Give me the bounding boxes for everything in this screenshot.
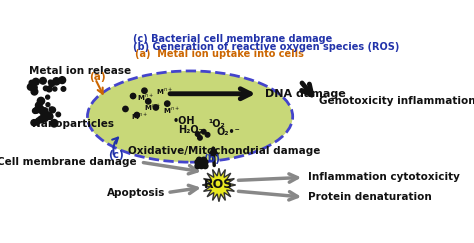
Circle shape [61,87,66,91]
Circle shape [32,78,39,85]
Circle shape [46,103,50,107]
Text: Apoptosis: Apoptosis [108,188,166,198]
Circle shape [202,163,208,169]
Circle shape [195,132,200,136]
Text: Oxidative/Mitochondrial damage: Oxidative/Mitochondrial damage [128,146,320,156]
Text: ¹O₂: ¹O₂ [208,119,225,129]
Circle shape [59,77,65,84]
Circle shape [27,84,34,90]
Circle shape [39,108,46,114]
Circle shape [31,88,38,95]
Circle shape [50,107,55,113]
Circle shape [49,107,53,111]
Text: (a)  Metal ion uptake into cells: (a) Metal ion uptake into cells [136,49,304,59]
Circle shape [29,80,34,85]
Text: Inflammation cytotoxicity: Inflammation cytotoxicity [308,172,460,182]
Circle shape [195,163,201,169]
Text: (a): (a) [89,72,106,82]
Circle shape [46,86,52,92]
Circle shape [49,81,55,87]
Circle shape [205,132,210,137]
Circle shape [50,120,58,127]
Circle shape [37,97,45,104]
Polygon shape [202,168,236,202]
Ellipse shape [87,71,292,162]
Circle shape [164,101,170,106]
Circle shape [36,102,42,109]
Circle shape [48,115,53,119]
Circle shape [46,95,50,99]
Text: M$^{n+}$: M$^{n+}$ [156,87,173,97]
Text: Metal ion release: Metal ion release [29,66,131,76]
Circle shape [199,163,204,169]
Text: Protein denaturation: Protein denaturation [308,192,432,202]
Circle shape [33,108,38,113]
Circle shape [198,136,202,140]
Circle shape [35,120,39,125]
Circle shape [201,157,206,163]
Text: (c): (c) [108,149,123,160]
Circle shape [197,157,202,163]
Text: (b): (b) [203,154,220,164]
Circle shape [153,105,158,110]
Text: ROS: ROS [204,178,234,191]
Circle shape [53,87,57,91]
Circle shape [40,78,46,84]
Circle shape [39,115,46,122]
Circle shape [34,107,39,113]
Circle shape [134,112,139,118]
Circle shape [48,80,53,84]
Text: M$^{n+}$: M$^{n+}$ [145,102,161,113]
Circle shape [36,118,41,123]
Circle shape [37,106,44,113]
Text: (c) Bacterial cell membrane damage: (c) Bacterial cell membrane damage [133,34,332,44]
Text: Cell membrane damage: Cell membrane damage [0,157,137,167]
Circle shape [33,86,37,90]
Circle shape [195,159,201,165]
Circle shape [45,112,53,120]
Circle shape [146,99,151,104]
Circle shape [42,108,48,114]
Circle shape [56,112,61,117]
Text: M$^{n+}$: M$^{n+}$ [131,111,147,122]
Text: Nanoparticles: Nanoparticles [32,119,114,129]
Circle shape [31,120,37,126]
Circle shape [142,88,147,93]
Text: M$^{n+}$: M$^{n+}$ [164,106,180,116]
Text: DNA damage: DNA damage [264,89,346,99]
Text: Genotoxicity inflammation: Genotoxicity inflammation [319,96,474,106]
Circle shape [53,78,60,85]
Circle shape [49,114,53,118]
Circle shape [201,130,206,134]
Circle shape [44,86,48,91]
Text: •OH: •OH [173,116,195,126]
Circle shape [40,108,47,115]
Circle shape [37,116,44,123]
Text: H₂O₂: H₂O₂ [178,125,202,135]
Text: O₂•⁻: O₂•⁻ [216,127,240,137]
Circle shape [29,82,36,88]
Text: M$^{n+}$: M$^{n+}$ [137,93,154,104]
Circle shape [123,106,128,112]
Text: (b) Generation of reactive oxygen species (ROS): (b) Generation of reactive oxygen specie… [133,42,400,52]
Circle shape [130,93,136,99]
Circle shape [202,159,208,165]
Circle shape [199,159,204,165]
Circle shape [42,116,48,122]
